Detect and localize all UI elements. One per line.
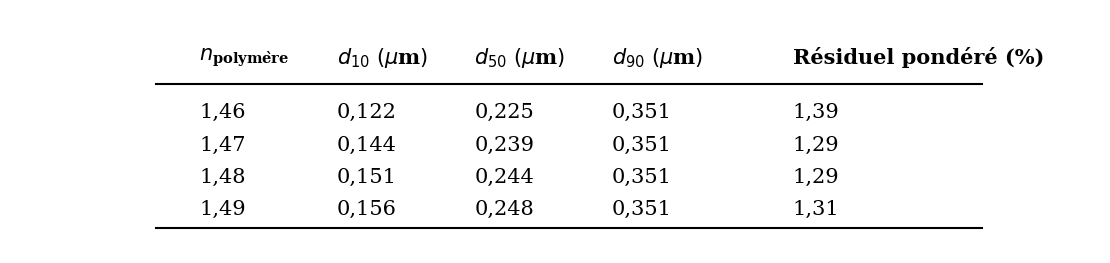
Text: $n_{\mathregular{polym\grave{e}re}}$: $n_{\mathregular{polym\grave{e}re}}$ <box>199 47 290 69</box>
Text: 1,48: 1,48 <box>199 168 245 187</box>
Text: 1,29: 1,29 <box>793 168 839 187</box>
Text: 1,47: 1,47 <box>199 135 245 154</box>
Text: 0,351: 0,351 <box>612 103 672 122</box>
Text: 0,239: 0,239 <box>474 135 534 154</box>
Text: 0,225: 0,225 <box>474 103 534 122</box>
Text: $d_{50}\ (\mu\mathregular{m})$: $d_{50}\ (\mu\mathregular{m})$ <box>474 46 565 70</box>
Text: $d_{90}\ (\mu\mathregular{m})$: $d_{90}\ (\mu\mathregular{m})$ <box>612 46 703 70</box>
Text: $d_{10}\ (\mu\mathregular{m})$: $d_{10}\ (\mu\mathregular{m})$ <box>336 46 427 70</box>
Text: 0,351: 0,351 <box>612 200 672 219</box>
Text: 1,29: 1,29 <box>793 135 839 154</box>
Text: 1,46: 1,46 <box>199 103 245 122</box>
Text: 0,156: 0,156 <box>336 200 396 219</box>
Text: Résiduel pondéré (%): Résiduel pondéré (%) <box>793 47 1043 68</box>
Text: 0,351: 0,351 <box>612 135 672 154</box>
Text: 0,248: 0,248 <box>474 200 534 219</box>
Text: 0,122: 0,122 <box>336 103 396 122</box>
Text: 1,31: 1,31 <box>793 200 839 219</box>
Text: 1,49: 1,49 <box>199 200 245 219</box>
Text: 0,351: 0,351 <box>612 168 672 187</box>
Text: 1,39: 1,39 <box>793 103 839 122</box>
Text: 0,244: 0,244 <box>474 168 534 187</box>
Text: 0,144: 0,144 <box>336 135 396 154</box>
Text: 0,151: 0,151 <box>336 168 396 187</box>
